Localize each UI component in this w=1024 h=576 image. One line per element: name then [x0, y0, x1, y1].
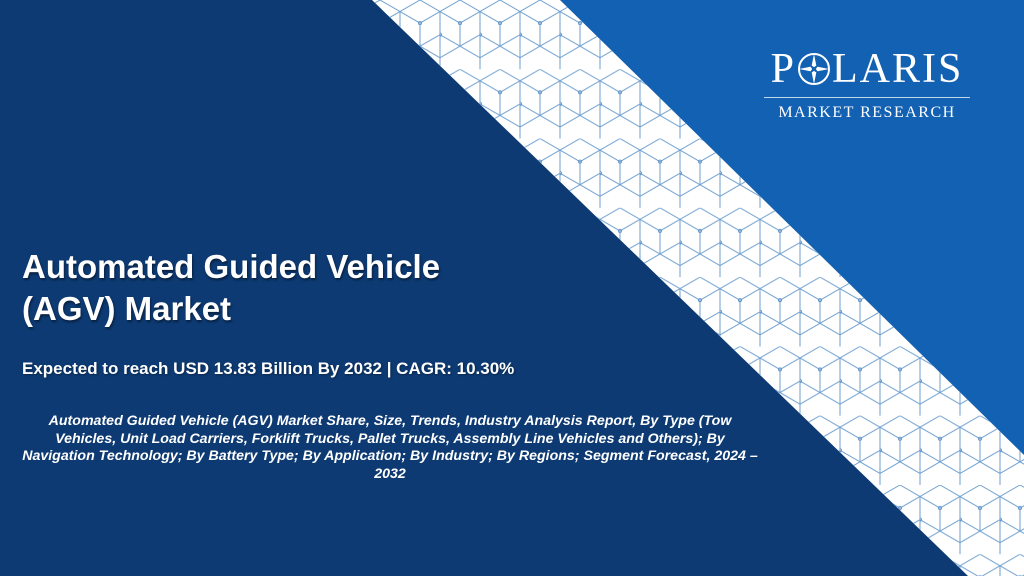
report-title-line2: (AGV) Market	[22, 290, 232, 327]
logo-divider	[764, 97, 970, 98]
polaris-logo: P LARIS MARKET RESEARCH	[760, 46, 974, 122]
compass-star-icon	[798, 53, 830, 85]
report-title-line1: Automated Guided Vehicle	[22, 248, 441, 285]
logo-wordmark-left: P	[770, 46, 796, 92]
report-description: Automated Guided Vehicle (AGV) Market Sh…	[22, 413, 758, 482]
logo-wordmark-right: LARIS	[832, 46, 964, 92]
report-subtitle: Expected to reach USD 13.83 Billion By 2…	[22, 359, 515, 378]
logo-wordmark: P LARIS	[760, 46, 974, 92]
logo-tagline: MARKET RESEARCH	[778, 104, 956, 121]
report-title: Automated Guided Vehicle (AGV) Market	[22, 246, 582, 330]
